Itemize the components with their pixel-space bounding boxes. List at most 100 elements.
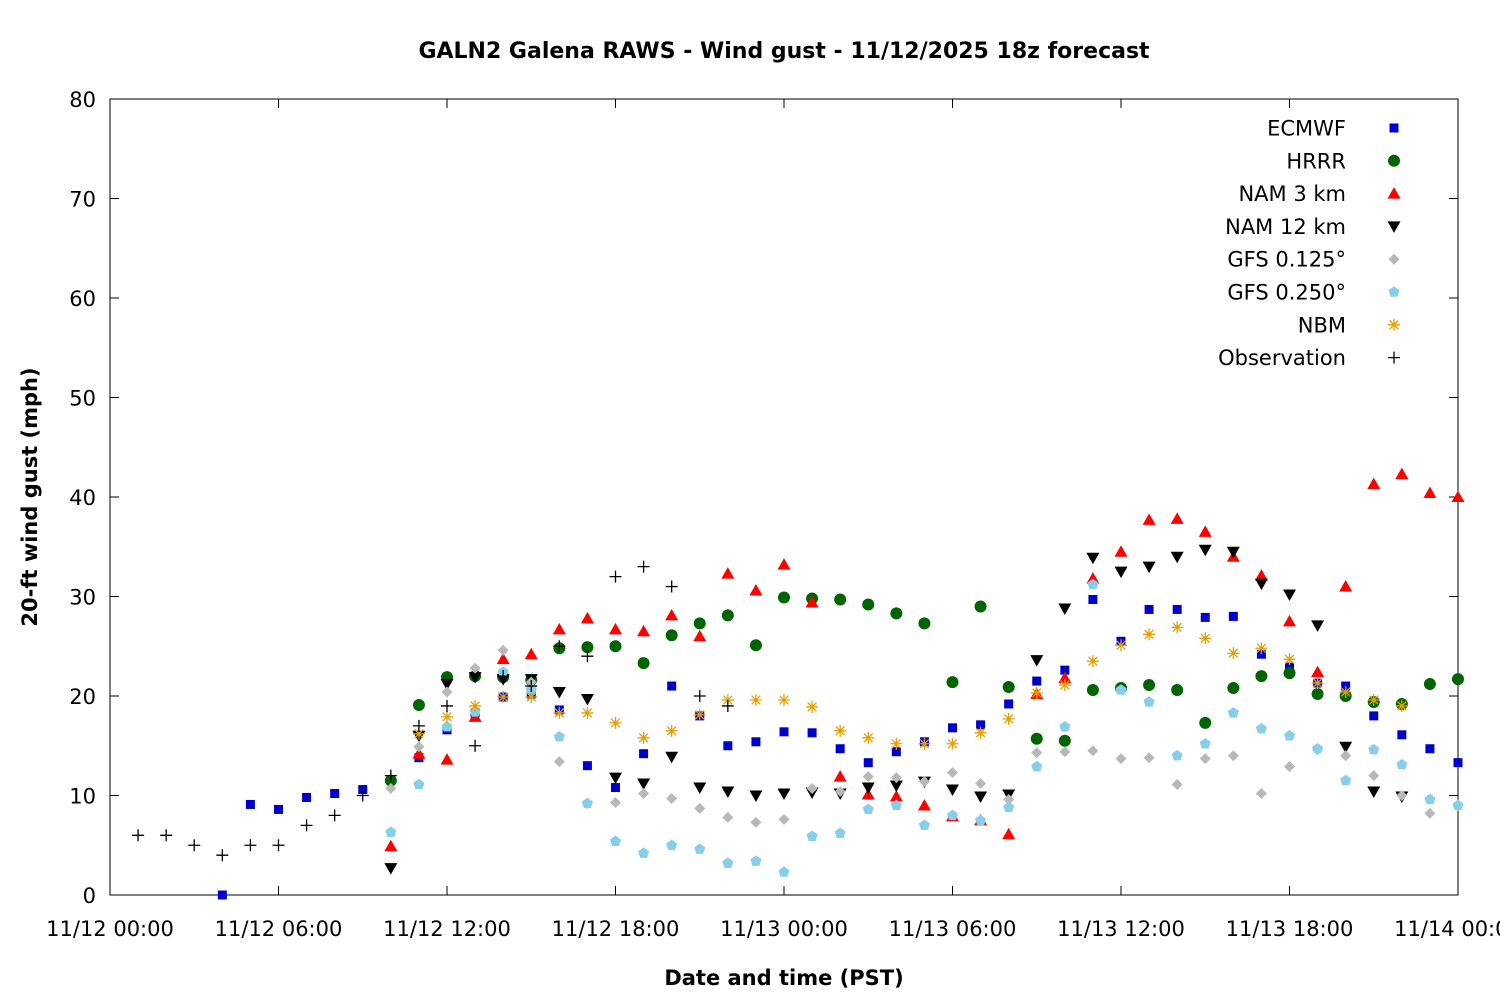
data-point-gfs-0-250 bbox=[1396, 758, 1408, 770]
data-point-ecmwf bbox=[330, 789, 340, 799]
data-point-gfs-0-125 bbox=[610, 796, 621, 808]
data-point-nam-3-km bbox=[384, 839, 398, 852]
data-point-gfs-0-125 bbox=[722, 811, 734, 823]
data-point-gfs-0-125 bbox=[778, 813, 790, 825]
data-point-observation bbox=[609, 570, 622, 583]
data-point-nam-3-km bbox=[1198, 525, 1212, 537]
data-point-nam-12-km bbox=[1114, 566, 1128, 579]
data-point-observation bbox=[384, 769, 397, 782]
data-point-gfs-0-250 bbox=[1171, 749, 1183, 761]
data-point-gfs-0-125 bbox=[834, 786, 846, 798]
data-point-nam-3-km bbox=[749, 584, 763, 596]
data-point-ecmwf bbox=[751, 737, 761, 747]
data-point-hrrr bbox=[1030, 732, 1043, 745]
data-point-nam-3-km bbox=[805, 595, 819, 608]
data-point-nam-3-km bbox=[580, 611, 594, 624]
legend-marker-gfs-0-125 bbox=[1388, 253, 1400, 265]
data-point-ecmwf bbox=[274, 804, 283, 814]
data-point-ecmwf bbox=[1144, 604, 1154, 614]
data-point-nam-3-km bbox=[721, 567, 735, 579]
data-point-ecmwf bbox=[611, 783, 620, 793]
data-point-gfs-0-125 bbox=[1087, 745, 1099, 757]
data-point-nbm bbox=[1227, 647, 1240, 660]
data-point-nam-12-km bbox=[721, 786, 735, 799]
data-point-gfs-0-250 bbox=[722, 857, 734, 868]
series-nam-12-km bbox=[384, 544, 1409, 875]
data-point-nam-3-km bbox=[1170, 512, 1184, 524]
data-point-nam-12-km bbox=[609, 772, 622, 785]
data-point-observation bbox=[412, 719, 425, 732]
series-gfs-0-250 bbox=[385, 578, 1464, 877]
data-point-nbm bbox=[1002, 712, 1015, 725]
y-tick-label: 50 bbox=[69, 387, 96, 411]
data-point-nam-12-km bbox=[552, 687, 566, 699]
y-tick-label: 30 bbox=[69, 586, 96, 610]
data-point-nbm bbox=[778, 693, 790, 706]
data-point-nbm bbox=[1030, 687, 1043, 700]
data-point-ecmwf bbox=[217, 890, 227, 900]
data-point-nbm bbox=[609, 716, 622, 729]
series-hrrr bbox=[384, 591, 1464, 787]
data-point-nam-12-km bbox=[1254, 578, 1268, 591]
data-point-gfs-0-125 bbox=[1171, 779, 1183, 791]
x-tick-label: 11/12 18:00 bbox=[552, 917, 680, 941]
data-point-hrrr bbox=[609, 640, 622, 653]
data-point-hrrr bbox=[1002, 681, 1015, 694]
data-point-hrrr bbox=[721, 609, 734, 622]
data-point-nam-3-km bbox=[1451, 490, 1465, 502]
data-point-nam-3-km bbox=[524, 647, 538, 660]
data-point-gfs-0-250 bbox=[385, 826, 397, 838]
x-tick-label: 11/12 00:00 bbox=[46, 917, 174, 941]
data-point-nam-3-km bbox=[1283, 614, 1296, 627]
data-point-hrrr bbox=[1423, 678, 1436, 691]
data-point-hrrr bbox=[693, 617, 706, 630]
data-point-nam-12-km bbox=[974, 791, 988, 803]
data-point-nbm bbox=[1143, 628, 1156, 641]
data-point-gfs-0-250 bbox=[918, 819, 930, 831]
data-point-nam-12-km bbox=[1142, 561, 1156, 574]
data-point-nam-3-km bbox=[693, 629, 707, 642]
data-point-gfs-0-250 bbox=[1340, 774, 1352, 786]
data-point-nam-3-km bbox=[496, 652, 510, 665]
x-tick-label: 11/12 12:00 bbox=[383, 917, 511, 941]
data-point-nam-12-km bbox=[637, 778, 651, 791]
data-point-hrrr bbox=[1058, 734, 1071, 747]
data-point-ecmwf bbox=[1228, 611, 1238, 621]
legend-marker-nam-12-km bbox=[1387, 221, 1401, 233]
data-point-gfs-0-125 bbox=[385, 783, 397, 795]
data-point-gfs-0-250 bbox=[806, 830, 818, 841]
data-point-hrrr bbox=[665, 629, 678, 642]
data-point-gfs-0-250 bbox=[638, 847, 650, 858]
data-point-nbm bbox=[1339, 686, 1352, 699]
data-point-gfs-0-125 bbox=[1115, 753, 1127, 765]
data-point-gfs-0-250 bbox=[1424, 793, 1436, 805]
data-point-observation bbox=[244, 839, 257, 852]
data-point-gfs-0-250 bbox=[1143, 696, 1155, 707]
data-point-ecmwf bbox=[667, 681, 677, 691]
y-tick-label: 10 bbox=[69, 785, 96, 809]
x-tick-label: 11/13 06:00 bbox=[889, 917, 1017, 941]
chart-title: GALN2 Galena RAWS - Wind gust - 11/12/20… bbox=[418, 39, 1150, 64]
data-point-gfs-0-125 bbox=[1368, 770, 1380, 782]
y-tick-label: 80 bbox=[69, 88, 96, 112]
data-point-ecmwf bbox=[1397, 730, 1407, 740]
data-point-nam-3-km bbox=[1339, 580, 1353, 592]
y-axis-label: 20-ft wind gust (mph) bbox=[18, 367, 42, 626]
data-point-nbm bbox=[1199, 632, 1212, 645]
data-point-nam-12-km bbox=[1030, 655, 1044, 667]
data-point-hrrr bbox=[918, 617, 931, 630]
data-point-hrrr bbox=[834, 593, 847, 606]
y-tick-labels: 0 10 20 30 40 50 60 70 80 bbox=[69, 88, 96, 908]
data-point-nam-3-km bbox=[1002, 827, 1016, 840]
data-point-nbm bbox=[1171, 621, 1184, 634]
data-point-gfs-0-125 bbox=[1227, 750, 1239, 762]
data-point-nbm bbox=[497, 690, 510, 703]
data-point-observation bbox=[272, 839, 285, 852]
data-point-observation bbox=[300, 819, 313, 832]
data-point-nam-3-km bbox=[609, 622, 622, 635]
data-point-ecmwf bbox=[302, 792, 312, 802]
data-point-nbm bbox=[1086, 655, 1099, 668]
data-point-hrrr bbox=[946, 676, 959, 689]
data-point-nbm bbox=[974, 726, 987, 739]
